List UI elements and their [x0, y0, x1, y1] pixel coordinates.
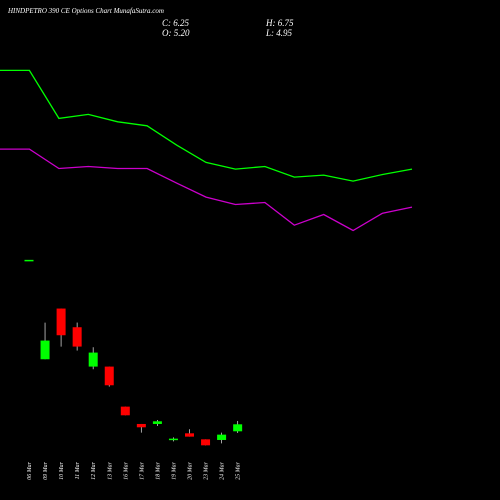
candle-body [201, 439, 211, 446]
candle-body [120, 406, 130, 416]
x-tick-label: 09 Mar [43, 461, 49, 479]
chart-title: HINDPETRO 390 CE Options Chart MunafaSut… [7, 7, 164, 15]
candle-body [217, 434, 227, 440]
candle-body [88, 352, 98, 367]
x-tick-label: 06 Mar [27, 461, 33, 479]
candle-body [185, 433, 194, 437]
candle-body [136, 423, 146, 428]
x-tick-label: 19 Mar [171, 461, 177, 479]
candle-body [72, 327, 82, 347]
x-tick-label: 23 Mar [204, 461, 210, 479]
candle-body [56, 308, 66, 336]
x-tick-label: 11 Mar [75, 461, 81, 479]
x-tick-label: 16 Mar [123, 461, 129, 479]
x-tick-label: 25 Mar [236, 461, 242, 479]
x-tick-label: 20 Mar [188, 461, 194, 479]
x-tick-label: 18 Mar [155, 461, 161, 479]
candle-body [152, 421, 162, 424]
close-label: C: 6.25 [162, 18, 190, 28]
moving-average-line [0, 148, 413, 232]
x-tick-label: 10 Mar [59, 461, 65, 479]
open-label: O: 5.20 [162, 28, 190, 38]
high-label: H: 6.75 [265, 18, 294, 28]
moving-average-line [0, 69, 413, 182]
low-label: L: 4.95 [265, 28, 293, 38]
candle-body [233, 424, 243, 432]
x-tick-label: 17 Mar [139, 461, 145, 479]
x-tick-label: 12 Mar [91, 461, 97, 479]
x-tick-label: 13 Mar [107, 461, 113, 479]
candle-body [104, 366, 114, 386]
candle-body [40, 340, 50, 360]
candle-body [24, 259, 34, 262]
candle-body [168, 438, 178, 441]
x-tick-label: 24 Mar [219, 461, 226, 479]
